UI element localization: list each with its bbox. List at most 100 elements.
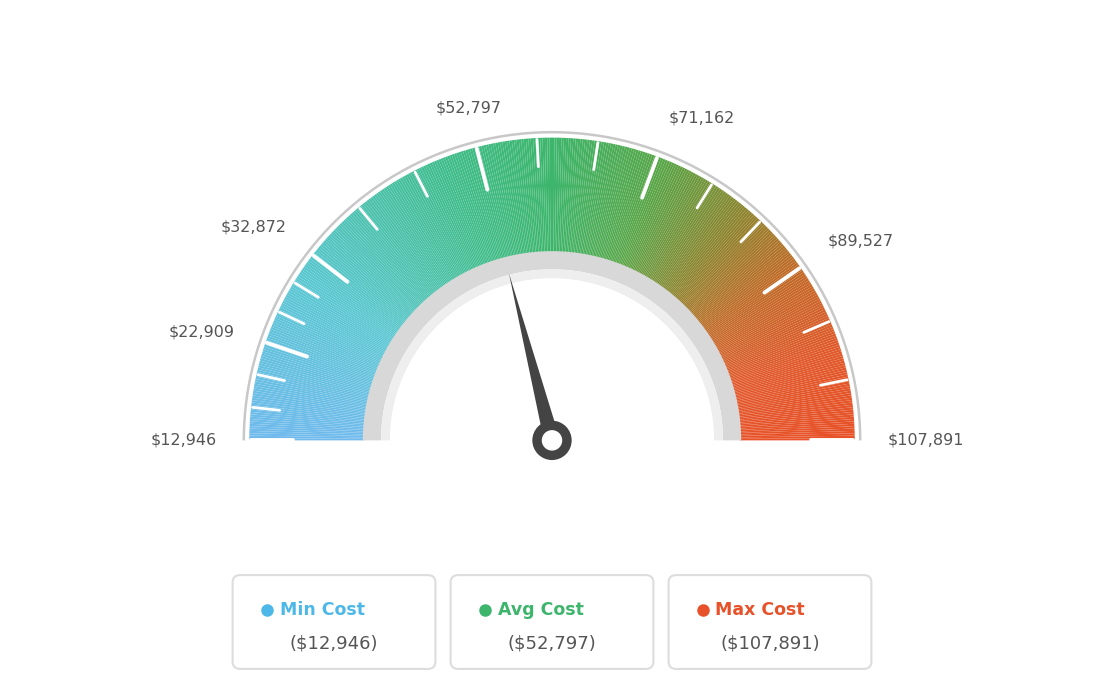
Wedge shape [251,405,365,420]
Wedge shape [267,335,375,377]
Wedge shape [624,161,670,268]
Wedge shape [583,141,604,255]
Wedge shape [251,409,365,423]
Text: ($12,946): ($12,946) [289,634,379,652]
Wedge shape [710,276,808,339]
Wedge shape [252,402,365,418]
Wedge shape [570,139,583,254]
Wedge shape [668,203,741,294]
Wedge shape [440,158,485,266]
Wedge shape [460,151,497,262]
Wedge shape [411,172,466,275]
Wedge shape [286,295,388,351]
Wedge shape [635,168,688,273]
Wedge shape [667,201,740,293]
Wedge shape [678,217,757,302]
Wedge shape [251,414,365,426]
Wedge shape [736,382,849,405]
Wedge shape [705,266,802,334]
Wedge shape [467,149,501,260]
Wedge shape [449,155,490,264]
Wedge shape [732,356,843,389]
Wedge shape [456,152,493,262]
Wedge shape [711,278,809,341]
Wedge shape [408,172,464,275]
Wedge shape [429,163,477,268]
Wedge shape [293,282,392,344]
Wedge shape [637,170,691,274]
Wedge shape [269,329,378,373]
Wedge shape [604,150,639,261]
Wedge shape [394,181,455,280]
Wedge shape [679,218,760,304]
Wedge shape [270,326,378,371]
Wedge shape [722,314,828,363]
Wedge shape [358,207,433,297]
Wedge shape [704,262,798,331]
Wedge shape [258,365,370,395]
Wedge shape [255,382,368,405]
Wedge shape [252,400,365,417]
Wedge shape [627,163,675,268]
Wedge shape [266,340,375,380]
Wedge shape [740,431,854,436]
Wedge shape [355,208,432,297]
Wedge shape [415,170,468,273]
Wedge shape [526,139,538,253]
Wedge shape [565,139,576,253]
Wedge shape [574,139,590,254]
Wedge shape [729,340,838,380]
Wedge shape [625,161,672,268]
Wedge shape [350,213,428,301]
Wedge shape [718,299,820,354]
Wedge shape [630,166,681,270]
Wedge shape [623,160,668,267]
Wedge shape [640,172,696,275]
Wedge shape [694,244,784,319]
Wedge shape [465,150,500,261]
Wedge shape [718,297,819,353]
Wedge shape [682,223,764,306]
Wedge shape [638,172,693,275]
Wedge shape [739,402,852,418]
Wedge shape [397,179,458,279]
Wedge shape [606,150,641,261]
Wedge shape [250,422,364,430]
Wedge shape [693,242,783,319]
Wedge shape [259,358,371,391]
Wedge shape [687,230,771,310]
Wedge shape [363,203,436,294]
Wedge shape [341,221,423,306]
Wedge shape [692,238,779,316]
Wedge shape [253,393,367,413]
Wedge shape [436,160,481,267]
Wedge shape [677,215,756,302]
Wedge shape [301,268,397,335]
Wedge shape [306,262,400,331]
Wedge shape [711,280,810,342]
Wedge shape [611,152,648,262]
Wedge shape [323,240,411,317]
Wedge shape [651,184,714,282]
Wedge shape [584,142,606,256]
Wedge shape [569,139,581,253]
Wedge shape [548,137,551,253]
Wedge shape [728,333,836,375]
Wedge shape [737,397,852,415]
Wedge shape [369,198,439,291]
Wedge shape [385,186,450,284]
Wedge shape [496,143,518,256]
Wedge shape [259,360,371,392]
Wedge shape [688,231,773,312]
Wedge shape [659,191,726,287]
FancyBboxPatch shape [669,575,871,669]
Wedge shape [272,324,379,370]
Wedge shape [740,433,854,437]
Wedge shape [264,344,374,382]
Wedge shape [736,384,850,406]
Wedge shape [523,139,535,253]
Wedge shape [641,174,698,276]
Wedge shape [725,322,831,368]
Text: $89,527: $89,527 [827,234,893,249]
Wedge shape [280,305,384,358]
